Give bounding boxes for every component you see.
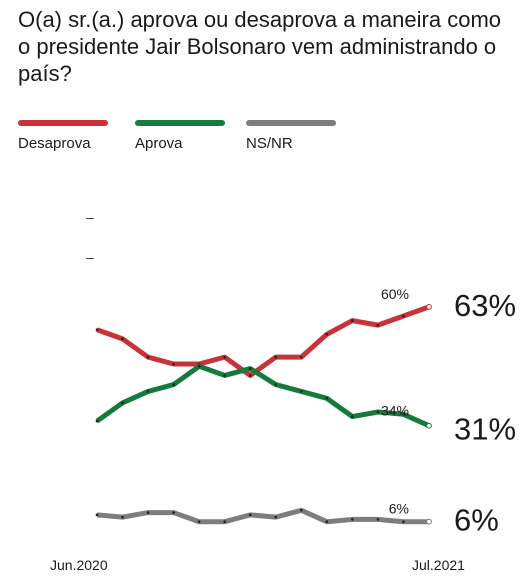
data-point-desaprova xyxy=(248,374,252,377)
data-point-ns-nr xyxy=(351,518,354,521)
series-line-desaprova xyxy=(96,304,430,378)
data-point-ns-nr xyxy=(223,520,226,524)
series-line-ns-nr xyxy=(96,507,429,525)
data-point-aprova xyxy=(146,390,150,393)
data-point-ns-nr xyxy=(121,515,124,519)
legend-swatch-desaprova xyxy=(18,120,108,126)
data-point-aprova xyxy=(274,383,278,386)
data-point-ns-nr xyxy=(197,520,201,524)
data-point-ns-nr xyxy=(274,515,278,519)
data-point-ns-nr xyxy=(146,511,150,514)
data-point-aprova xyxy=(223,374,226,377)
data-point-desaprova xyxy=(402,314,405,318)
legend-label-desaprova: Desaprova xyxy=(18,135,91,152)
data-point-aprova xyxy=(351,415,354,418)
data-point-aprova xyxy=(197,364,201,368)
data-point-aprova xyxy=(376,410,380,414)
legend-item-desaprova: Desaprova xyxy=(18,120,108,152)
data-point-ns-nr xyxy=(95,513,99,517)
data-point-ns-nr xyxy=(402,520,405,524)
data-point-aprova xyxy=(300,390,303,393)
annotation-aprova: 34% xyxy=(381,403,409,419)
data-point-ns-nr xyxy=(300,508,303,512)
x-axis-end-label: Jul.2021 xyxy=(412,557,465,573)
data-point-desaprova xyxy=(300,355,303,359)
final-value-label-aprova: 31% xyxy=(454,412,516,447)
y-tick-label: – xyxy=(86,209,94,225)
data-point-ns-nr xyxy=(325,520,329,524)
final-value-label-ns-nr: 6% xyxy=(454,503,499,538)
legend-item-nsnr: NS/NR xyxy=(246,120,336,152)
data-point-ns-nr xyxy=(426,518,432,525)
series-line-aprova xyxy=(95,363,431,428)
data-point-aprova xyxy=(95,419,99,423)
legend: Desaprova Aprova NS/NR xyxy=(18,120,518,160)
data-point-desaprova xyxy=(351,319,354,322)
y-tick-label: – xyxy=(86,249,94,265)
data-point-desaprova xyxy=(274,355,278,359)
annotation-desaprova: 60% xyxy=(381,286,409,302)
data-point-desaprova xyxy=(172,362,175,366)
data-point-aprova xyxy=(426,422,432,429)
series-layer xyxy=(95,303,432,525)
data-point-aprova xyxy=(325,396,329,400)
data-point-ns-nr xyxy=(376,518,380,521)
data-point-ns-nr xyxy=(248,513,252,517)
data-point-desaprova xyxy=(426,303,432,310)
data-point-desaprova xyxy=(376,323,380,327)
data-point-aprova xyxy=(121,401,124,405)
data-point-desaprova xyxy=(325,332,329,336)
data-point-desaprova xyxy=(146,355,150,359)
legend-swatch-aprova xyxy=(135,120,225,126)
legend-item-aprova: Aprova xyxy=(135,120,225,152)
data-point-desaprova xyxy=(95,328,99,332)
label-layer: 60% 63% 34% 31% 6% 6% xyxy=(381,286,516,538)
x-axis-start-label: Jun.2020 xyxy=(50,557,108,573)
data-point-ns-nr xyxy=(172,511,175,514)
final-value-label-desaprova: 63% xyxy=(454,288,516,323)
data-point-desaprova xyxy=(223,355,226,359)
data-point-aprova xyxy=(402,412,405,416)
legend-label-aprova: Aprova xyxy=(135,135,183,152)
annotation-ns-nr: 6% xyxy=(389,501,409,517)
data-point-aprova xyxy=(172,383,175,386)
legend-swatch-nsnr xyxy=(246,120,336,126)
legend-label-nsnr: NS/NR xyxy=(246,135,293,152)
data-point-desaprova xyxy=(121,337,124,341)
chart-title: O(a) sr.(a.) aprova ou desaprova a manei… xyxy=(18,7,502,86)
data-point-aprova xyxy=(248,367,252,370)
